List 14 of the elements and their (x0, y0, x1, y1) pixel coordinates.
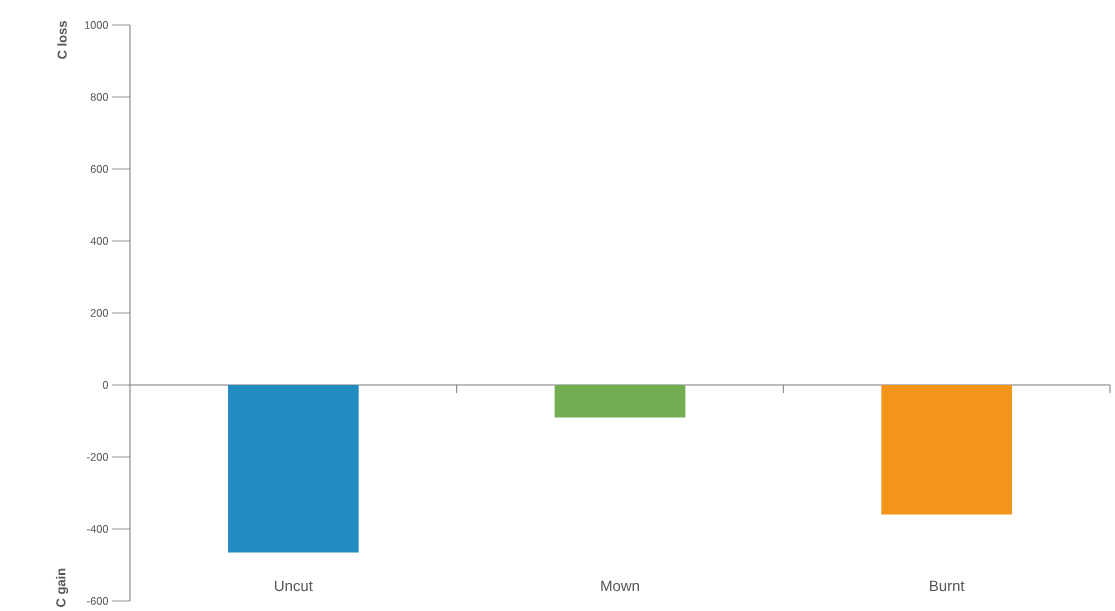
y-tick-label: 0 (102, 381, 109, 389)
y-tick-label: 600 (90, 165, 109, 173)
x-tick-label: Uncut (274, 580, 313, 592)
text: C gain (55, 568, 69, 607)
x-tick-label: Mown (601, 580, 639, 592)
y-tick-label: -200 (87, 453, 109, 461)
y-tick-label: 400 (90, 237, 109, 245)
y-tick-label: -600 (87, 597, 109, 605)
y-tick-label: -400 (87, 525, 109, 533)
y-tick-label: 1000 (84, 21, 109, 29)
y-tick-label: 800 (90, 93, 109, 101)
y-tick-label: 200 (90, 309, 109, 317)
text: C loss (57, 21, 67, 59)
x-tick-label: Burnt (930, 580, 965, 592)
